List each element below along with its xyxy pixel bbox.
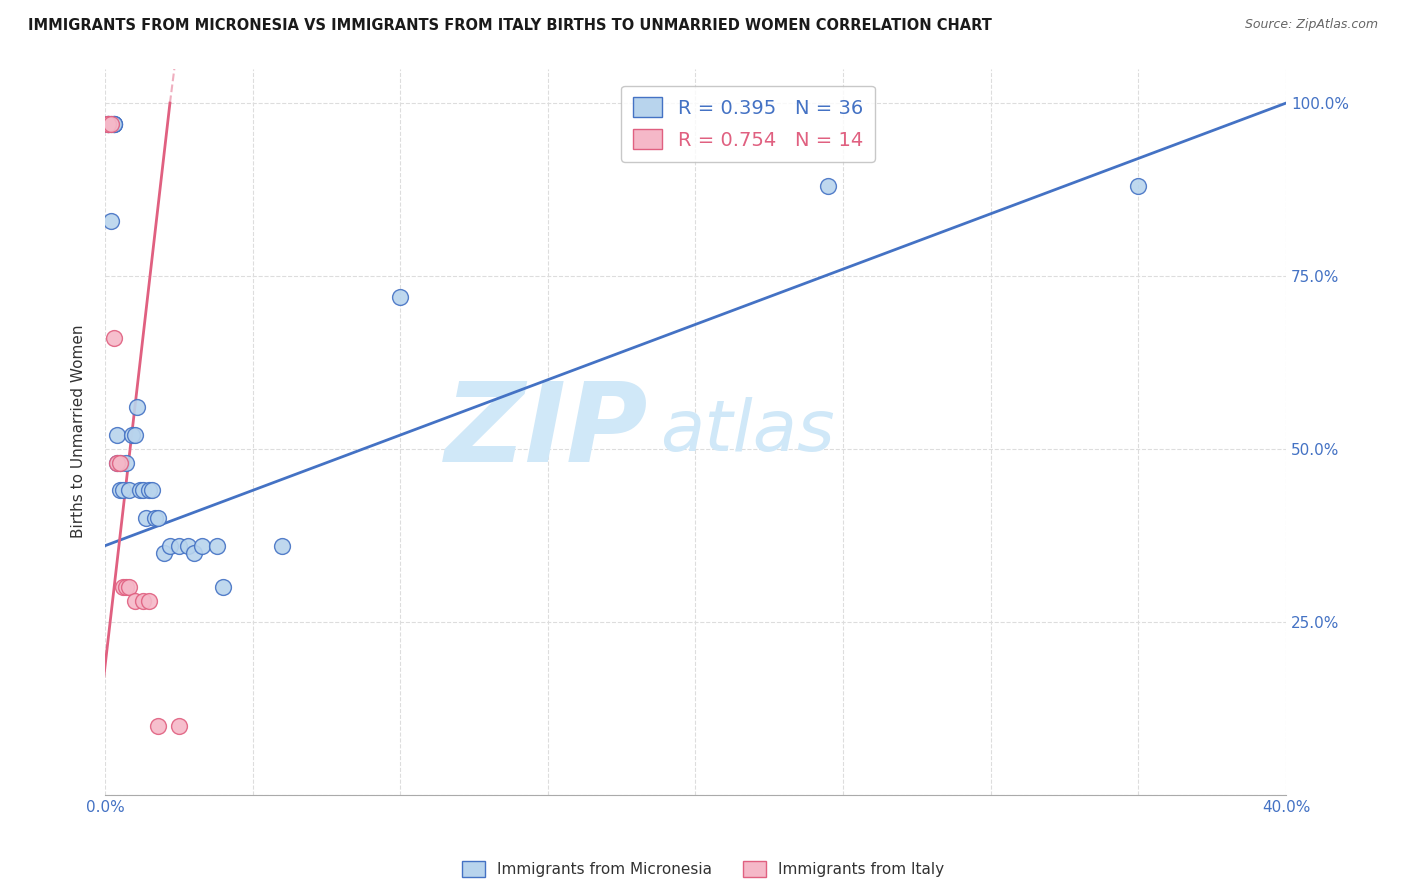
Point (108, 456, 131, 470)
Point (1128, 179, 1150, 194)
Point (153, 546, 176, 560)
Point (146, 511, 169, 525)
Point (117, 580, 139, 594)
Text: ZIP: ZIP (444, 378, 648, 485)
Point (191, 539, 214, 553)
Point (103, 117, 125, 131)
Point (124, 594, 146, 608)
Point (167, 718, 190, 732)
Point (146, 718, 169, 732)
Point (100, 117, 122, 131)
Point (205, 539, 228, 553)
Point (105, 456, 128, 470)
Point (105, 428, 128, 442)
Point (212, 580, 235, 594)
Legend: Immigrants from Micronesia, Immigrants from Italy: Immigrants from Micronesia, Immigrants f… (456, 855, 950, 883)
Point (167, 539, 190, 553)
Point (103, 117, 125, 131)
Point (141, 483, 163, 498)
Point (271, 539, 294, 553)
Point (138, 594, 160, 608)
Point (117, 483, 139, 498)
Point (183, 546, 205, 560)
Point (111, 580, 134, 594)
Point (108, 456, 131, 470)
Point (124, 428, 146, 442)
Point (111, 483, 134, 498)
Point (817, 179, 839, 194)
Point (103, 117, 125, 131)
Point (143, 511, 166, 525)
Legend: R = 0.395   N = 36, R = 0.754   N = 14: R = 0.395 N = 36, R = 0.754 N = 14 (621, 86, 875, 161)
Point (103, 331, 125, 345)
Point (132, 483, 155, 498)
Point (114, 580, 136, 594)
Point (135, 511, 157, 525)
Point (97, 117, 120, 131)
Point (97, 117, 120, 131)
Point (127, 401, 149, 415)
Point (108, 483, 131, 498)
Text: Source: ZipAtlas.com: Source: ZipAtlas.com (1244, 18, 1378, 31)
Point (114, 456, 136, 470)
Point (121, 428, 143, 442)
Text: atlas: atlas (659, 397, 835, 467)
Point (105, 456, 128, 470)
Point (159, 539, 181, 553)
Point (129, 483, 152, 498)
Y-axis label: Births to Unmarried Women: Births to Unmarried Women (72, 325, 86, 539)
Point (132, 594, 155, 608)
Point (97, 117, 120, 131)
Point (138, 483, 160, 498)
Point (100, 117, 122, 131)
Point (100, 213, 122, 227)
Point (97, 117, 120, 131)
Text: IMMIGRANTS FROM MICRONESIA VS IMMIGRANTS FROM ITALY BIRTHS TO UNMARRIED WOMEN CO: IMMIGRANTS FROM MICRONESIA VS IMMIGRANTS… (28, 18, 993, 33)
Point (176, 539, 198, 553)
Point (389, 290, 412, 304)
